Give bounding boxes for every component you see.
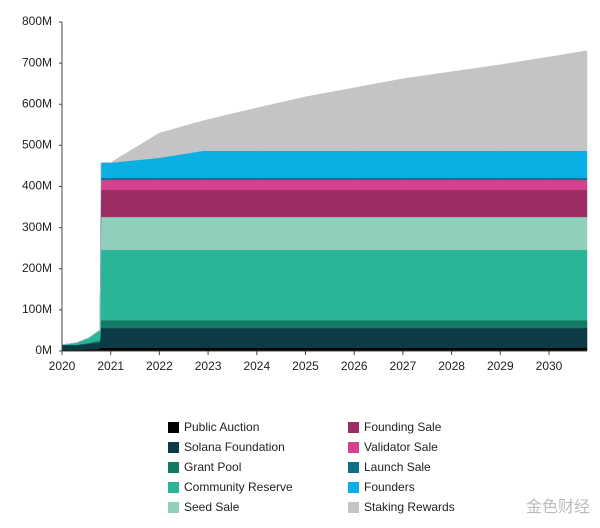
y-tick-label: 400M bbox=[22, 179, 52, 193]
legend-label: Validator Sale bbox=[364, 440, 438, 454]
area bbox=[61, 50, 588, 346]
legend-swatch bbox=[168, 502, 179, 513]
legend-label: Grant Pool bbox=[184, 460, 241, 474]
y-tick-label: 800M bbox=[22, 14, 52, 28]
y-tick-label: 700M bbox=[22, 55, 52, 69]
y-tick-label: 200M bbox=[22, 261, 52, 275]
legend-label: Founding Sale bbox=[364, 420, 442, 434]
legend-label: Seed Sale bbox=[184, 500, 240, 514]
legend-swatch bbox=[348, 422, 359, 433]
watermark: 金色财经 bbox=[526, 498, 590, 516]
y-tick-label: 100M bbox=[22, 302, 52, 316]
x-tick-label: 2025 bbox=[292, 359, 319, 373]
x-tick-label: 2024 bbox=[243, 359, 270, 373]
legend-label: Launch Sale bbox=[364, 460, 431, 474]
x-tick-label: 2023 bbox=[195, 359, 222, 373]
area bbox=[61, 327, 588, 351]
legend-swatch bbox=[348, 462, 359, 473]
legend-swatch bbox=[168, 482, 179, 493]
x-tick-label: 2022 bbox=[146, 359, 173, 373]
legend-swatch bbox=[168, 462, 179, 473]
x-tick-label: 2030 bbox=[536, 359, 563, 373]
x-tick-label: 2020 bbox=[49, 359, 76, 373]
legend-swatch bbox=[168, 442, 179, 453]
legend-label: Founders bbox=[364, 480, 415, 494]
legend-swatch bbox=[348, 482, 359, 493]
y-tick-label: 500M bbox=[22, 138, 52, 152]
x-tick-label: 2026 bbox=[341, 359, 368, 373]
legend-swatch bbox=[348, 442, 359, 453]
x-tick-label: 2021 bbox=[97, 359, 124, 373]
y-tick-label: 0M bbox=[35, 343, 52, 357]
legend-label: Staking Rewards bbox=[364, 500, 455, 514]
legend-label: Solana Foundation bbox=[184, 440, 285, 454]
legend-label: Community Reserve bbox=[184, 480, 293, 494]
y-tick-label: 600M bbox=[22, 96, 52, 110]
x-tick-label: 2028 bbox=[438, 359, 465, 373]
legend-label: Public Auction bbox=[184, 420, 259, 434]
legend-swatch bbox=[348, 502, 359, 513]
legend-swatch bbox=[168, 422, 179, 433]
x-tick-label: 2027 bbox=[390, 359, 417, 373]
x-tick-label: 2029 bbox=[487, 359, 514, 373]
y-tick-label: 300M bbox=[22, 220, 52, 234]
